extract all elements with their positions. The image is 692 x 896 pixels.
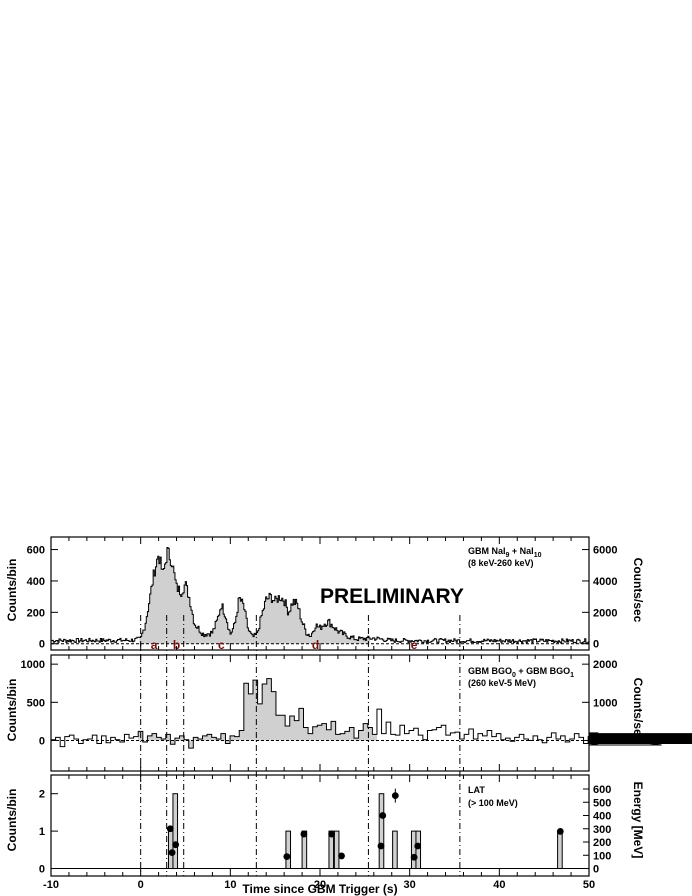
- lat-photon-point: [328, 830, 336, 838]
- xtick-label: 20: [314, 879, 326, 891]
- lat-ytick-label-right: 200: [593, 837, 611, 849]
- nai-ytick-label-left: 200: [27, 607, 45, 619]
- lat-photon-point: [414, 842, 422, 850]
- lat-photon-point: [172, 841, 180, 849]
- lat-ytick-label-left: 1: [39, 826, 45, 838]
- bgo-histogram-line: [51, 678, 692, 749]
- xtick-label: 0: [138, 879, 144, 891]
- lat-ylabel-right: Energy [MeV]: [631, 782, 645, 859]
- lat-count-bar: [378, 793, 385, 870]
- lat-photon-point: [338, 852, 345, 860]
- lat-ytick-label-right: 0: [593, 864, 599, 876]
- nai-ytick-label-right: 2000: [593, 607, 617, 619]
- lat-ytick-label-left: 2: [39, 789, 45, 801]
- nai-ytick-label-left: 400: [27, 576, 45, 588]
- lat-ylabel-left: Counts/bin: [5, 789, 19, 852]
- segment-label-b: b: [173, 638, 180, 652]
- bgo-ylabel-left: Counts/bin: [5, 679, 19, 742]
- lat-annotation-line2: (> 100 MeV): [468, 798, 518, 808]
- x-axis-title: Time since GBM Trigger (s): [242, 882, 397, 896]
- lat-photon-point: [556, 828, 564, 835]
- segment-label-c: c: [218, 638, 225, 652]
- bgo-annotation-line1: GBM BGO0 + GBM BGO1: [468, 666, 574, 679]
- nai-annotation-line2: (8 keV-260 keV): [468, 558, 534, 568]
- nai-filled-area: [51, 547, 590, 644]
- bgo-filled-area: [51, 678, 692, 749]
- nai-histogram-line: [51, 547, 590, 644]
- plot-layer: [51, 547, 692, 870]
- lat-count-bar: [557, 830, 563, 870]
- interval-lines: [140, 615, 461, 876]
- bgo-ytick-label-left: 1000: [21, 659, 45, 671]
- bgo-ylabel-right: Counts/sec: [631, 678, 645, 743]
- xtick-label: -10: [43, 879, 59, 891]
- lat-count-bar: [285, 830, 292, 870]
- lat-count-bar: [410, 830, 417, 870]
- nai-ytick-label-right: 4000: [593, 576, 617, 588]
- lat-count-bar: [333, 830, 340, 870]
- lat-ytick-label-right: 400: [593, 811, 611, 823]
- lat-ytick-label-right: 300: [593, 824, 611, 836]
- lat-photon-point: [300, 830, 308, 838]
- lat-ytick-label-right: 500: [593, 797, 611, 809]
- xtick-label: 10: [224, 879, 236, 891]
- bgo-ytick-label-right: 0: [593, 735, 599, 747]
- lat-count-bar: [415, 830, 422, 870]
- lat-photon-point: [379, 812, 387, 819]
- lat-photon-point: [410, 853, 418, 861]
- bgo-ytick-label-right: 1000: [593, 697, 617, 709]
- bgo-annotation-line2: (260 keV-5 MeV): [468, 678, 536, 688]
- bgo-ytick-label-left: 0: [39, 735, 45, 747]
- nai-ylabel-left: Counts/bin: [5, 559, 19, 622]
- nai-ytick-label-left: 600: [27, 545, 45, 557]
- nai-ytick-label-right: 6000: [593, 545, 617, 557]
- xtick-label: 50: [583, 879, 595, 891]
- lat-ytick-label-right: 100: [593, 850, 611, 862]
- nai-ytick-label-right: 0: [593, 639, 599, 651]
- lat-ytick-label-right: 600: [593, 784, 611, 796]
- lat-annotation-line1: LAT: [468, 785, 485, 795]
- segment-label-a: a: [151, 638, 158, 652]
- lat-photon-point: [166, 825, 174, 833]
- lat-count-bar: [172, 793, 179, 870]
- lat-photon-point: [283, 853, 291, 860]
- segment-label-d: d: [312, 638, 319, 652]
- xtick-label: 30: [404, 879, 416, 891]
- nai-ylabel-right: Counts/sec: [631, 558, 645, 623]
- lat-ytick-label-left: 0: [39, 864, 45, 876]
- nai-annotation-line1: GBM NaI9 + NaI10: [468, 546, 542, 559]
- panel-frame-3: [50, 774, 590, 877]
- bgo-ytick-label-left: 500: [27, 697, 45, 709]
- lat-photon-point: [377, 842, 385, 850]
- segment-label-e: e: [411, 638, 418, 652]
- xtick-label: 40: [493, 879, 505, 891]
- nai-ytick-label-left: 0: [39, 639, 45, 651]
- preliminary-watermark: PRELIMINARY: [320, 585, 464, 608]
- lat-photon-point: [168, 849, 176, 857]
- bgo-ytick-label-right: 2000: [593, 659, 617, 671]
- lat-count-bar: [392, 830, 398, 870]
